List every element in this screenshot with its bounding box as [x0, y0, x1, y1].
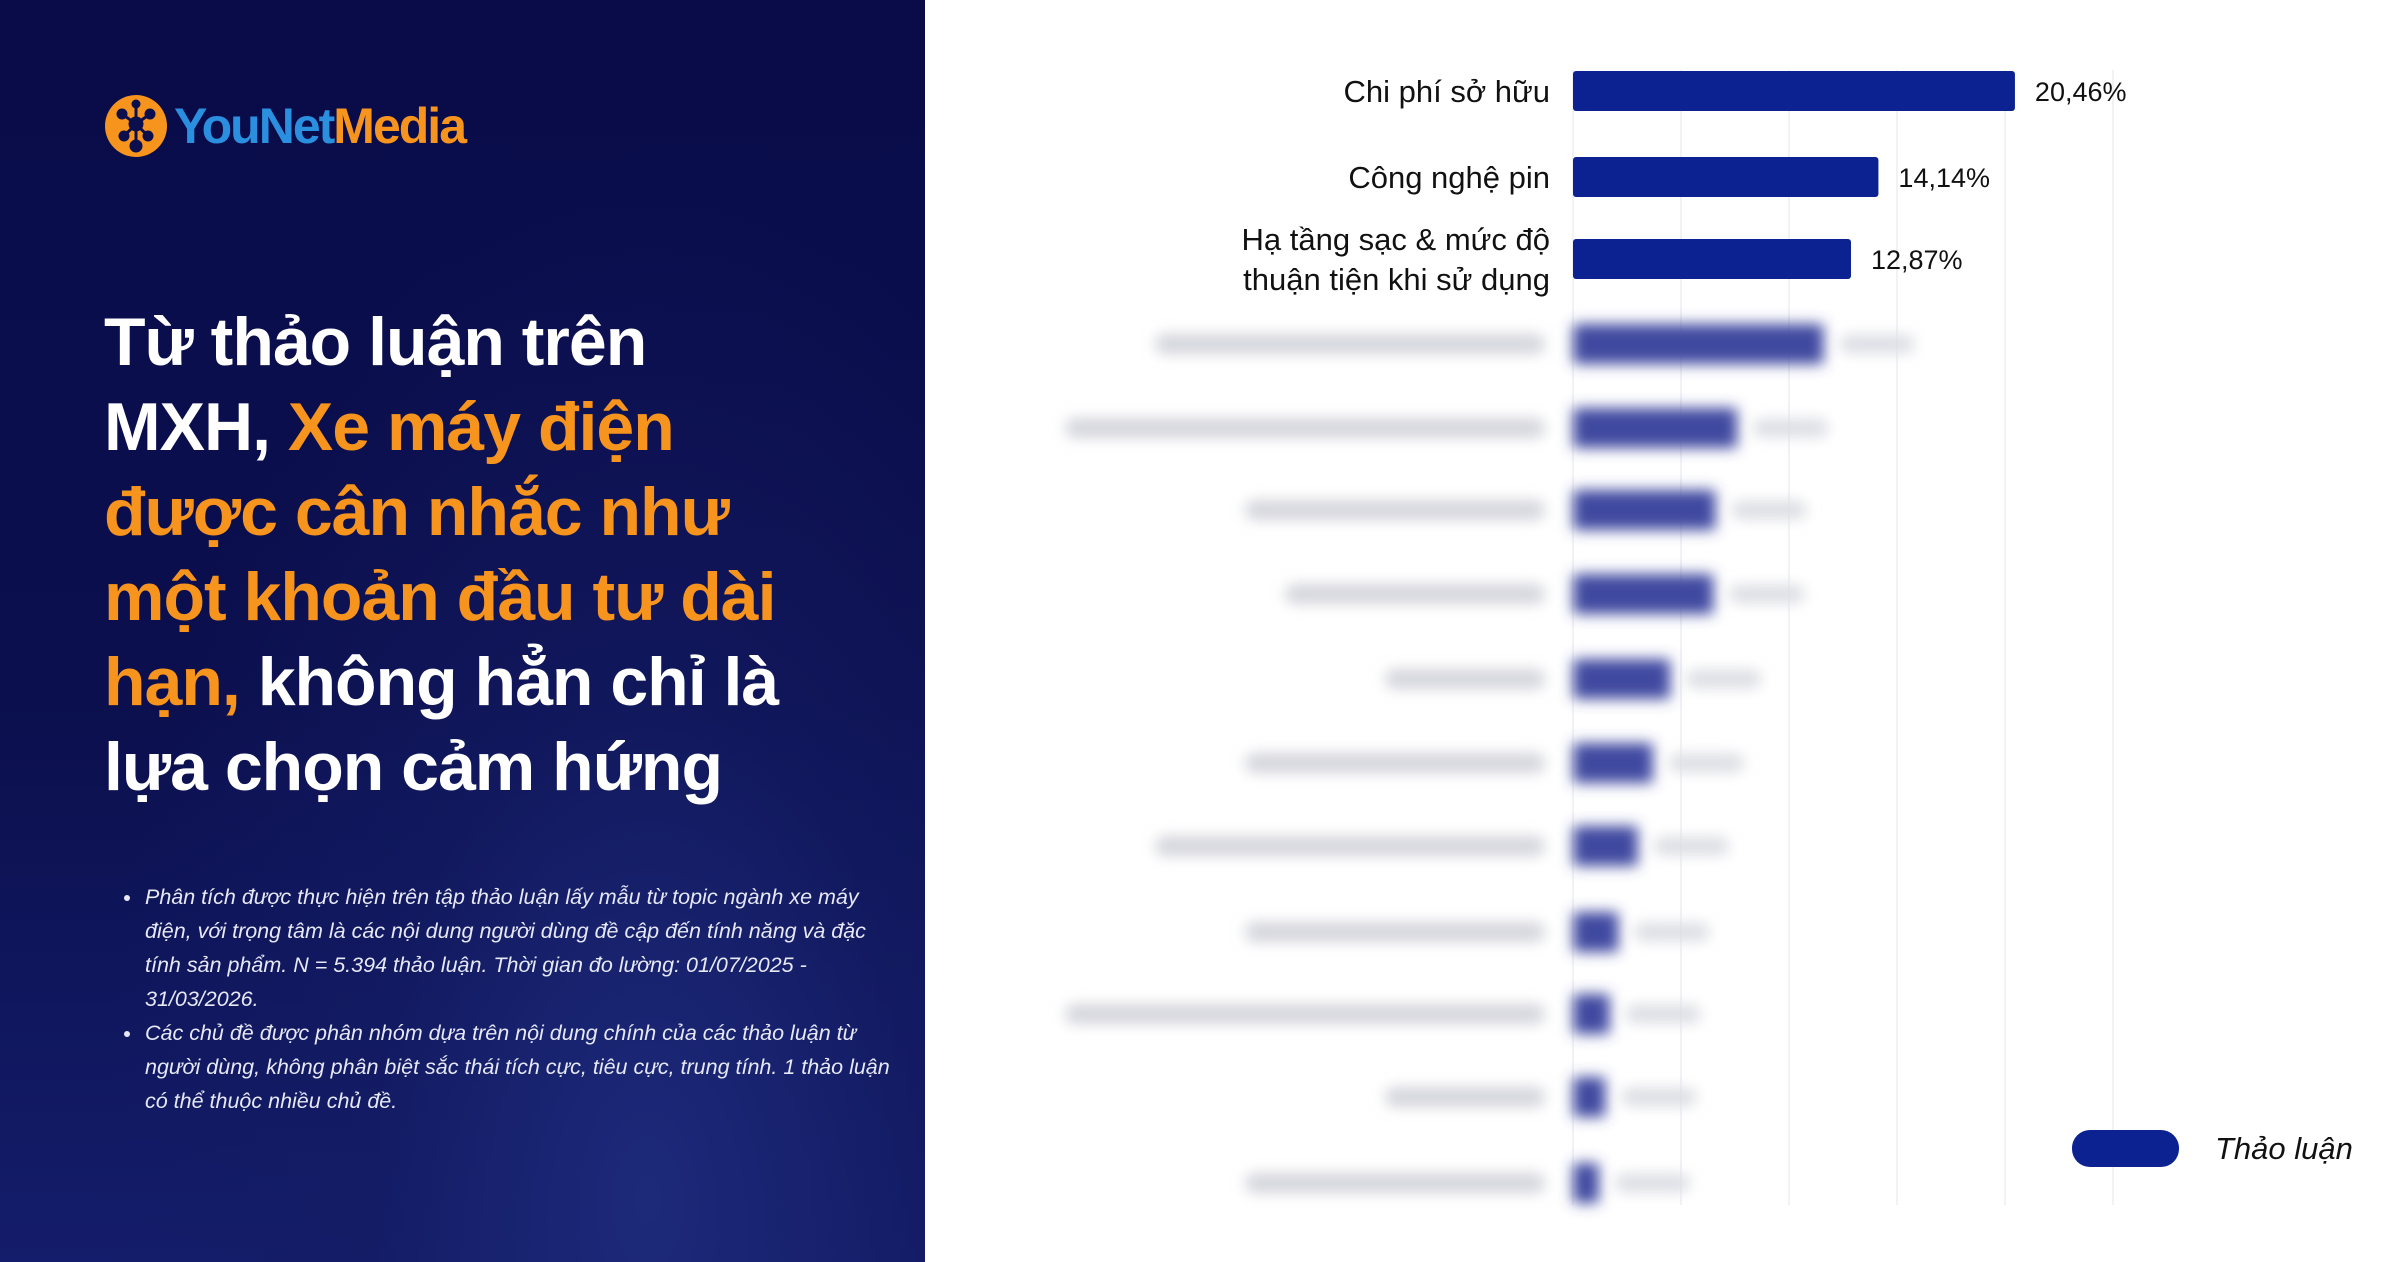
- blurred-category-label: [1155, 334, 1545, 354]
- blurred-category-label: [1385, 669, 1545, 689]
- blurred-value-label: [1625, 1005, 1701, 1023]
- headline-part2: không hẳn chỉ là lựa chọn cảm hứng: [104, 644, 779, 805]
- bar-row: Công nghệ pin 14,14%: [1348, 157, 1990, 197]
- blurred-category-label: [1155, 836, 1545, 856]
- bar: [1573, 324, 1824, 364]
- blurred-value-label: [1634, 923, 1710, 941]
- blurred-category-label: [1245, 753, 1545, 773]
- blurred-category-label: [1285, 584, 1545, 604]
- blurred-value-label: [1731, 501, 1807, 519]
- bar-row: [1065, 994, 1701, 1034]
- bar-row: [1155, 324, 1915, 364]
- bar: [1573, 826, 1638, 866]
- category-label-line: Công nghệ pin: [1348, 160, 1550, 195]
- bar-row: [1155, 826, 1729, 866]
- bar-row: [1245, 743, 1744, 783]
- note-item: Phân tích được thực hiện trên tập thảo l…: [143, 880, 903, 1016]
- bar: [1573, 490, 1716, 530]
- blurred-value-label: [1729, 585, 1805, 603]
- blurred-category-label: [1245, 1173, 1545, 1193]
- bar: [1573, 157, 1879, 197]
- blurred-category-label: [1245, 500, 1545, 520]
- blurred-value-label: [1839, 335, 1915, 353]
- bar: [1573, 408, 1738, 448]
- bar: [1573, 71, 2015, 111]
- blurred-category-label: [1245, 922, 1545, 942]
- note-item: Các chủ đề được phân nhóm dựa trên nội d…: [143, 1016, 903, 1118]
- bar-row: Hạ tầng sạc & mức độ thuận tiện khi sử dụ…: [1241, 222, 1962, 297]
- legend-label: Thảo luận: [2215, 1130, 2353, 1166]
- value-label: 20,46%: [2035, 77, 2127, 107]
- bar-row: [1385, 1077, 1697, 1117]
- left-panel: YouNetMedia Từ thảo luận trên MXH, Xe má…: [0, 0, 925, 1262]
- legend-swatch: [2072, 1130, 2179, 1167]
- headline-highlight: Xe máy điện được cân nhắc như một khoản …: [104, 389, 776, 720]
- category-label: Chi phí sở hữu: [1343, 74, 1550, 109]
- category-label-line: Hạ tầng sạc & mức độ: [1241, 222, 1550, 257]
- blurred-category-label: [1385, 1087, 1545, 1107]
- bar-row: [1065, 408, 1829, 448]
- bar: [1573, 659, 1671, 699]
- value-label: 14,14%: [1898, 163, 1990, 193]
- chart-legend: Thảo luận: [2072, 1130, 2353, 1167]
- bar-row: [1245, 912, 1710, 952]
- bar: [1573, 743, 1653, 783]
- logo-wordmark: YouNetMedia: [174, 98, 467, 154]
- methodology-notes: Phân tích được thực hiện trên tập thảo l…: [118, 880, 903, 1118]
- headline-part1: Từ thảo luận trên MXH,: [104, 304, 647, 465]
- logo-icon: [105, 95, 167, 157]
- blurred-category-label: [1065, 1004, 1545, 1024]
- blurred-value-label: [1621, 1088, 1697, 1106]
- bar-row: [1245, 490, 1807, 530]
- blurred-value-label: [1614, 1174, 1690, 1192]
- blurred-value-label: [1753, 419, 1829, 437]
- blurred-value-label: [1653, 837, 1729, 855]
- category-label-line: thuận tiện khi sử dụng: [1243, 262, 1550, 297]
- blurred-category-label: [1065, 418, 1545, 438]
- bar: [1573, 574, 1714, 614]
- younet-media-logo: YouNetMedia: [104, 94, 467, 158]
- blurred-value-label: [1686, 670, 1762, 688]
- bar-row: [1285, 574, 1805, 614]
- bar-row: [1245, 1163, 1690, 1203]
- bar: [1573, 1163, 1599, 1203]
- bar: [1573, 994, 1610, 1034]
- blurred-value-label: [1668, 754, 1744, 772]
- page-title: Từ thảo luận trên MXH, Xe máy điện được …: [104, 300, 824, 810]
- bar-row: [1385, 659, 1762, 699]
- category-label: Công nghệ pin: [1348, 160, 1550, 195]
- bar: [1573, 1077, 1606, 1117]
- bar-row: Chi phí sở hữu 20,46%: [1343, 71, 2127, 111]
- category-label: Hạ tầng sạc & mức độ thuận tiện khi sử dụ…: [1241, 222, 1550, 297]
- category-label-line: Chi phí sở hữu: [1343, 74, 1550, 109]
- value-label: 12,87%: [1871, 245, 1963, 275]
- bar: [1573, 239, 1851, 279]
- bar: [1573, 912, 1619, 952]
